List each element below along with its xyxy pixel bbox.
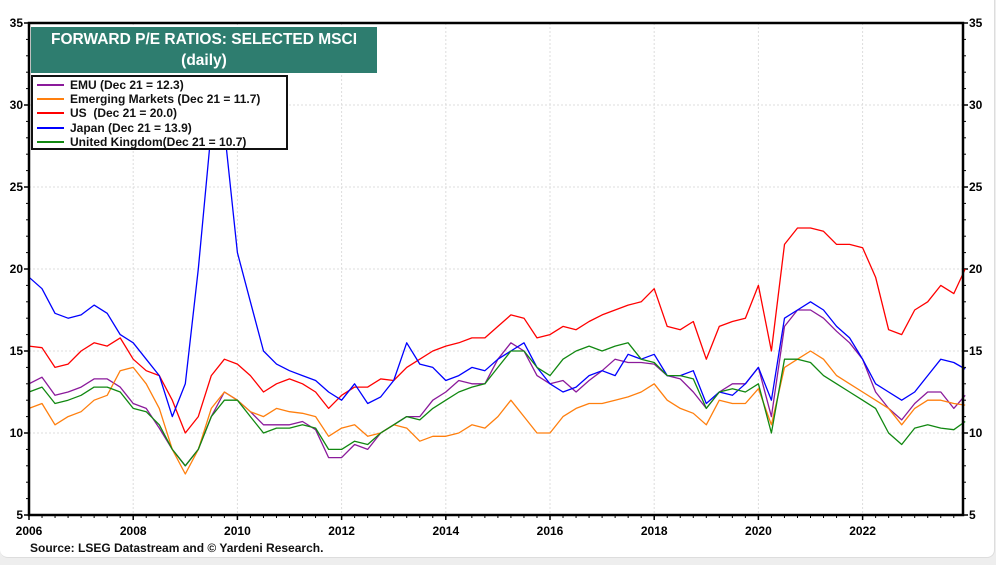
x-tick-label: 2010 [224,524,251,538]
legend-swatch [37,84,64,87]
series-line-4 [28,342,966,467]
x-tick-label: 2012 [328,524,355,538]
series-line-3 [28,128,966,418]
x-tick-label: 2006 [16,524,43,538]
legend-label: EMU (Dec 21 = 12.3) [70,78,184,93]
legend-label: United Kingdom(Dec 21 = 10.7) [70,134,247,149]
legend-item: Emerging Markets (Dec 21 = 11.7) [37,92,286,106]
y-tick-label-left: 35 [10,16,24,30]
series-line-2 [28,227,966,434]
legend-swatch [37,140,64,143]
legend-item: US (Dec 21 = 20.0) [37,106,286,120]
y-tick-label-left: 10 [10,426,24,440]
plot-frame [27,21,965,517]
x-tick-label: 2022 [849,524,876,538]
chart-subtitle: (daily) [181,52,227,69]
y-tick-label-right: 10 [969,426,983,440]
legend-swatch [37,112,64,115]
x-tick-label: 2008 [120,524,147,538]
y-tick-label-right: 25 [969,180,983,194]
y-tick-label-left: 30 [10,98,24,112]
series-line-1 [28,350,966,475]
x-tick-label: 2020 [745,524,772,538]
y-tick-label-right: 35 [969,16,983,30]
y-tick-label-right: 20 [969,262,983,276]
source-note: Source: LSEG Datastream and © Yardeni Re… [30,541,324,555]
x-tick-label: 2014 [432,524,459,538]
legend-label: Japan (Dec 21 = 13.9) [70,120,192,135]
legend-item: Japan (Dec 21 = 13.9) [37,121,286,135]
legend-swatch [37,98,64,101]
legend-item: United Kingdom(Dec 21 = 10.7) [37,135,286,149]
x-tick-label: 2018 [641,524,668,538]
legend-label: Emerging Markets (Dec 21 = 11.7) [70,92,261,107]
y-tick-label-left: 5 [16,508,23,522]
y-tick-label-left: 25 [10,180,24,194]
legend-item: EMU (Dec 21 = 12.3) [37,78,286,92]
y-tick-label-left: 15 [10,344,24,358]
chart-title-box: FORWARD P/E RATIOS: SELECTED MSCI (daily… [31,27,377,73]
legend: EMU (Dec 21 = 12.3) Emerging Markets (Dec… [31,75,288,150]
x-tick-label: 2016 [537,524,564,538]
y-tick-label-left: 20 [10,262,24,276]
chart-title: FORWARD P/E RATIOS: SELECTED MSCI [51,31,357,48]
legend-label: US (Dec 21 = 20.0) [70,106,178,121]
y-tick-label-right: 15 [969,344,983,358]
y-tick-label-right: 30 [969,98,983,112]
legend-swatch [37,126,64,129]
y-tick-label-right: 5 [969,508,976,522]
